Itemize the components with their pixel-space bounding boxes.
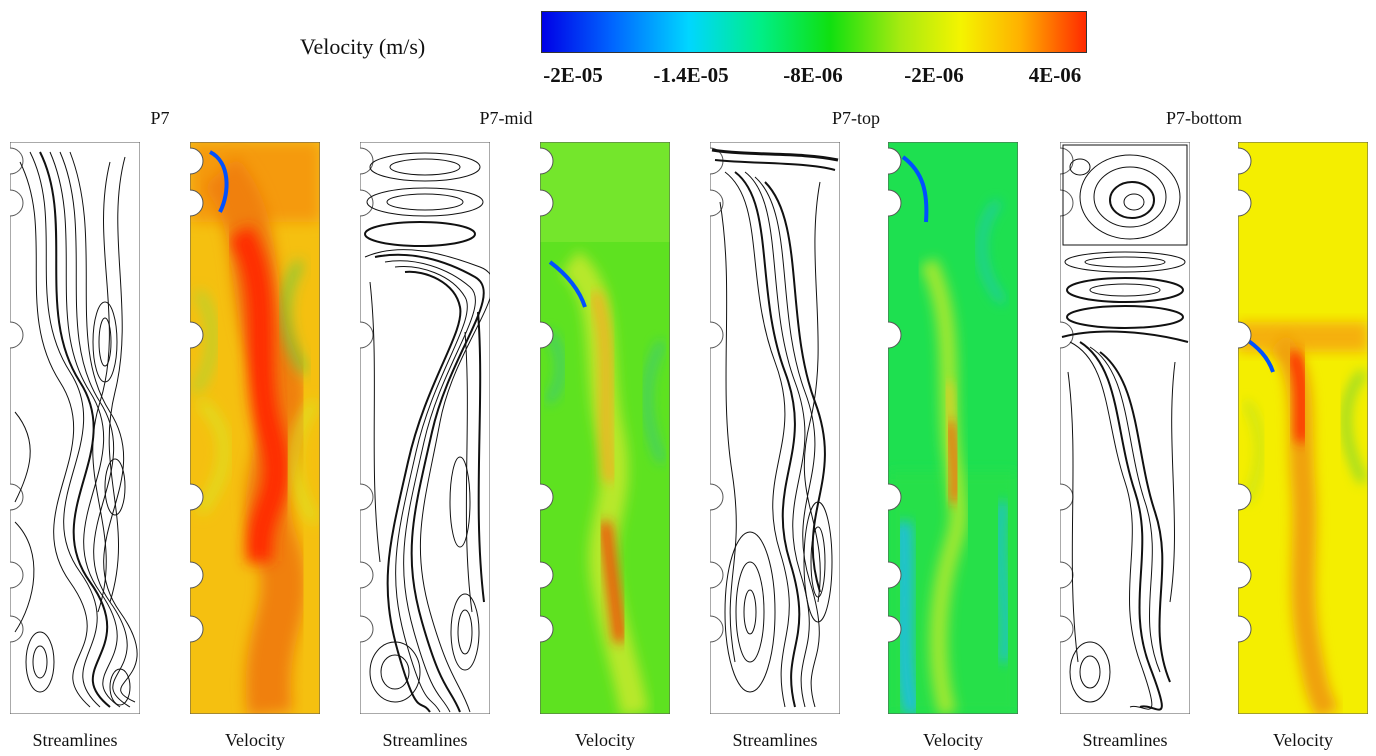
velocity-panel-p7-mid bbox=[540, 142, 670, 714]
group-title-p7-mid: P7-mid bbox=[479, 108, 533, 128]
colorbar-tick-1: -2E-05 bbox=[543, 63, 603, 87]
panel-label-velocity-p7-bottom: Velocity bbox=[1273, 730, 1333, 750]
panel-label-streamlines-p7-mid: Streamlines bbox=[382, 730, 468, 750]
colorbar-tick-2: -1.4E-05 bbox=[653, 63, 729, 87]
panel-label-streamlines-p7-top: Streamlines bbox=[732, 730, 818, 750]
velocity-panel-p7-top bbox=[888, 142, 1018, 714]
panel-label-velocity-p7-mid: Velocity bbox=[575, 730, 635, 750]
colorbar-tick-4: -2E-06 bbox=[904, 63, 964, 87]
streamlines-panel-p7-top bbox=[710, 142, 840, 714]
group-title-p7-top: P7-top bbox=[831, 108, 881, 128]
velocity-panel-p7 bbox=[190, 142, 320, 714]
group-title-p7-bottom: P7-bottom bbox=[1165, 108, 1243, 128]
streamlines-panel-p7-bottom bbox=[1060, 142, 1190, 714]
panel-label-streamlines-p7: Streamlines bbox=[32, 730, 118, 750]
colorbar-tick-5: 4E-06 bbox=[1028, 63, 1082, 87]
panel-label-velocity-p7-top: Velocity bbox=[923, 730, 983, 750]
colorbar-tick-3: -8E-06 bbox=[783, 63, 843, 87]
velocity-panel-p7-bottom bbox=[1238, 142, 1368, 714]
streamlines-panel-p7-mid bbox=[360, 142, 490, 714]
streamlines-panel-p7 bbox=[10, 142, 140, 714]
panel-label-velocity-p7: Velocity bbox=[225, 730, 285, 750]
panel-label-streamlines-p7-bottom: Streamlines bbox=[1082, 730, 1168, 750]
group-title-p7: P7 bbox=[150, 108, 170, 128]
colorbar bbox=[541, 11, 1087, 53]
legend-title: Velocity (m/s) bbox=[300, 34, 426, 59]
